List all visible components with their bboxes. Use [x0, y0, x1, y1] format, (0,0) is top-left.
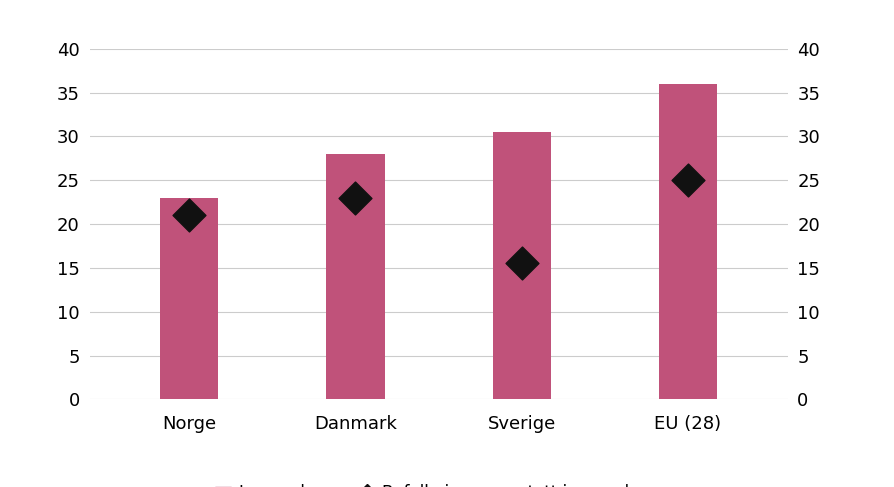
Point — [514, 260, 528, 267]
Bar — [492, 132, 550, 399]
Point — [680, 176, 695, 184]
Bar — [658, 84, 716, 399]
Legend: Innvandrere, Befolkningen unntatt innvandrere: Innvandrere, Befolkningen unntatt innvan… — [207, 478, 669, 487]
Bar — [326, 154, 384, 399]
Point — [181, 211, 196, 219]
Point — [348, 194, 362, 202]
Bar — [160, 198, 218, 399]
